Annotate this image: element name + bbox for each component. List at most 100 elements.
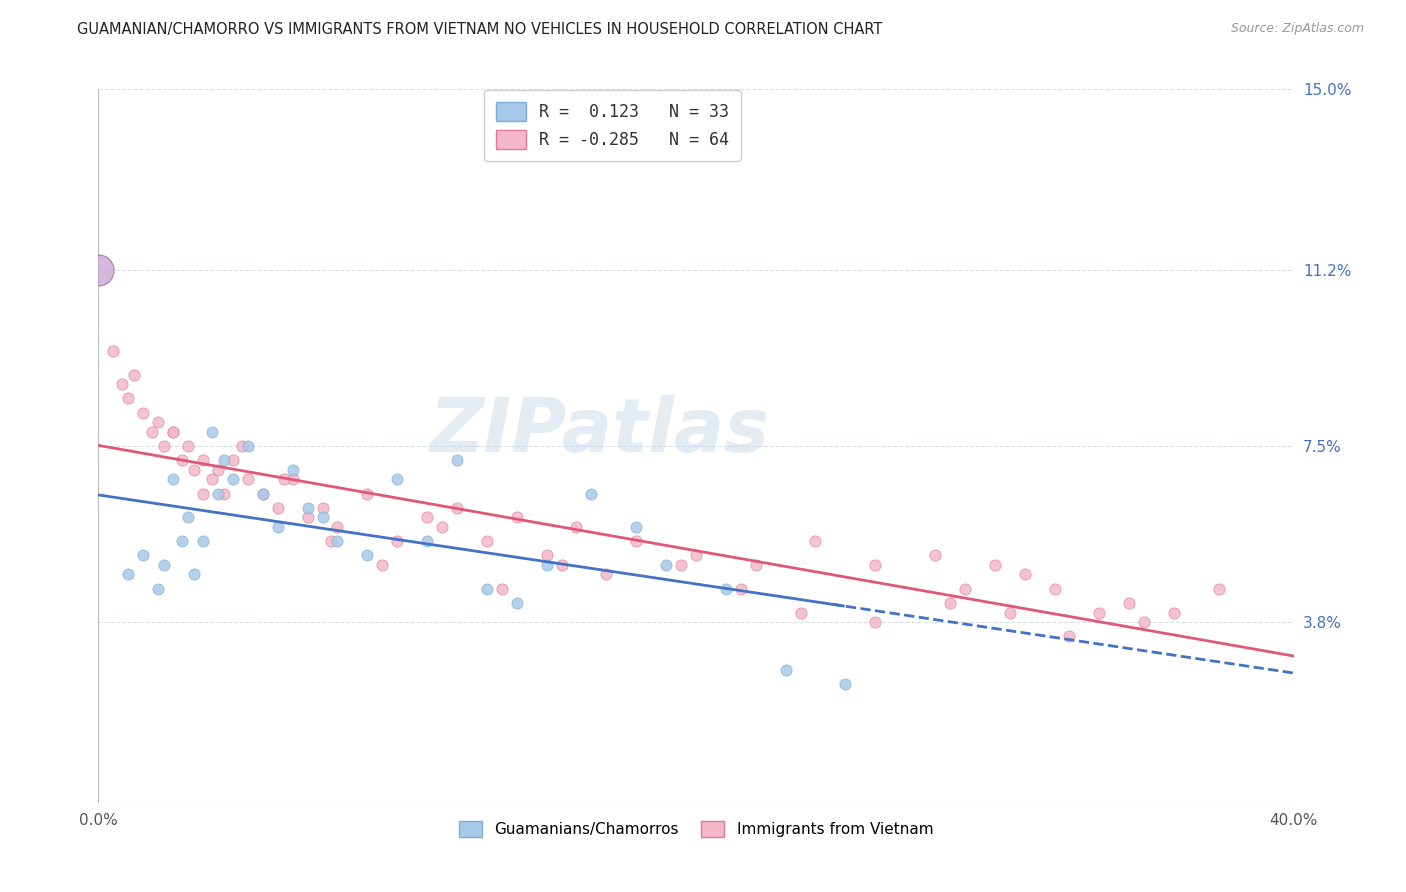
Point	[124, 368, 146, 382]
Point	[536, 549, 558, 563]
Point	[281, 472, 304, 486]
Point	[281, 463, 304, 477]
Point	[267, 520, 290, 534]
Point	[311, 500, 333, 515]
Point	[356, 549, 378, 563]
Point	[252, 486, 274, 500]
Point	[685, 549, 707, 563]
Point	[207, 486, 229, 500]
Point	[117, 392, 139, 406]
Point	[172, 453, 194, 467]
Point	[326, 520, 349, 534]
Point	[385, 534, 409, 549]
Point	[804, 534, 827, 549]
Point	[153, 439, 176, 453]
Point	[536, 558, 558, 572]
Point	[595, 567, 617, 582]
Point	[789, 606, 811, 620]
Point	[446, 500, 468, 515]
Point	[191, 486, 214, 500]
Point	[655, 558, 678, 572]
Point	[311, 510, 333, 524]
Point	[475, 534, 498, 549]
Point	[236, 472, 259, 486]
Point	[117, 567, 139, 582]
Point	[326, 534, 349, 549]
Point	[191, 453, 214, 467]
Text: GUAMANIAN/CHAMORRO VS IMMIGRANTS FROM VIETNAM NO VEHICLES IN HOUSEHOLD CORRELATI: GUAMANIAN/CHAMORRO VS IMMIGRANTS FROM VI…	[77, 22, 883, 37]
Legend: Guamanians/Chamorros, Immigrants from Vietnam: Guamanians/Chamorros, Immigrants from Vi…	[451, 814, 941, 845]
Point	[565, 520, 588, 534]
Point	[1088, 606, 1111, 620]
Point	[953, 582, 976, 596]
Point	[581, 486, 603, 500]
Point	[201, 472, 224, 486]
Point	[714, 582, 737, 596]
Point	[273, 472, 295, 486]
Point	[1059, 629, 1081, 643]
Point	[416, 510, 439, 524]
Point	[1163, 606, 1185, 620]
Point	[252, 486, 274, 500]
Point	[212, 453, 235, 467]
Point	[103, 343, 125, 358]
Point	[626, 534, 648, 549]
Point	[201, 425, 224, 439]
Point	[297, 510, 319, 524]
Point	[939, 596, 962, 610]
Point	[984, 558, 1007, 572]
Point	[356, 486, 378, 500]
Point	[153, 558, 176, 572]
Point	[222, 453, 245, 467]
Point	[745, 558, 768, 572]
Point	[506, 596, 529, 610]
Point	[475, 582, 498, 596]
Point	[162, 425, 184, 439]
Point	[626, 520, 648, 534]
Point	[1043, 582, 1066, 596]
Point	[162, 425, 184, 439]
Point	[132, 406, 155, 420]
Point	[730, 582, 752, 596]
Point	[385, 472, 409, 486]
Point	[371, 558, 394, 572]
Point	[183, 567, 205, 582]
Point	[924, 549, 946, 563]
Point	[236, 439, 259, 453]
Point	[132, 549, 155, 563]
Point	[177, 439, 200, 453]
Point	[191, 534, 214, 549]
Point	[267, 500, 290, 515]
Point	[998, 606, 1021, 620]
Point	[297, 500, 319, 515]
Point	[231, 439, 253, 453]
Text: ZIPatlas: ZIPatlas	[430, 395, 770, 468]
Point	[222, 472, 245, 486]
Point	[416, 534, 439, 549]
Point	[148, 415, 170, 429]
Point	[775, 663, 797, 677]
Point	[207, 463, 229, 477]
Point	[183, 463, 205, 477]
Point	[834, 677, 856, 691]
Point	[1133, 615, 1156, 629]
Point	[1208, 582, 1230, 596]
Point	[162, 472, 184, 486]
Point	[1118, 596, 1140, 610]
Point	[491, 582, 513, 596]
Point	[1014, 567, 1036, 582]
Point	[177, 510, 200, 524]
Point	[321, 534, 343, 549]
Point	[212, 486, 235, 500]
Point	[148, 582, 170, 596]
Point	[865, 615, 887, 629]
Point	[111, 377, 134, 392]
Point	[506, 510, 529, 524]
Text: Source: ZipAtlas.com: Source: ZipAtlas.com	[1230, 22, 1364, 36]
Point	[865, 558, 887, 572]
Point	[669, 558, 692, 572]
Point	[87, 263, 110, 277]
Point	[446, 453, 468, 467]
Point	[141, 425, 163, 439]
Point	[172, 534, 194, 549]
